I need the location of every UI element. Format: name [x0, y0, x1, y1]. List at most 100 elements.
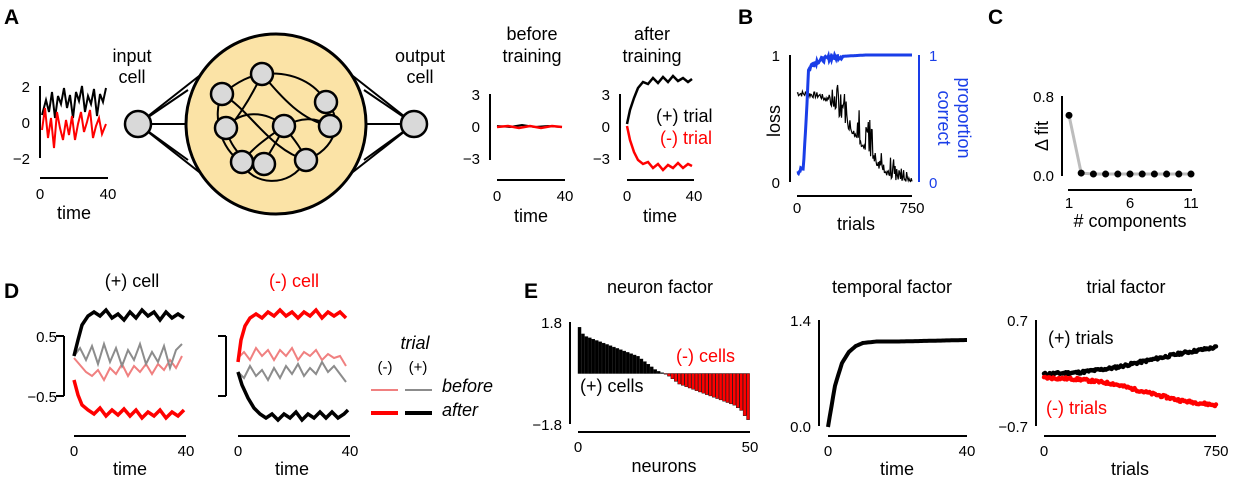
- delta-fit-point: [1114, 170, 1122, 178]
- neuron-factor-title: neuron factor: [607, 277, 713, 297]
- output-cell-node: [399, 109, 429, 139]
- neuron-factor-bar: [711, 373, 716, 398]
- neuron-factor-bar: [632, 354, 637, 374]
- before-xtick-40: 40: [557, 188, 574, 205]
- temporal-xtick-0: 0: [824, 443, 832, 460]
- c-ytick-08: 0.8: [1033, 89, 1054, 106]
- after-title-2: training: [622, 46, 681, 66]
- input-cell-node: [123, 109, 153, 139]
- panel-letter-a: A: [4, 6, 19, 29]
- d-pos-xtick-40: 40: [178, 443, 195, 460]
- legend-before-label: before: [442, 376, 493, 396]
- neuron-factor-bar: [636, 356, 640, 374]
- before-ytick-0: 0: [472, 119, 480, 136]
- pos-cell-title: (+) cell: [105, 271, 160, 291]
- neuron-factor-bar: [601, 342, 606, 374]
- panel-letter-b: B: [738, 6, 753, 29]
- neuron-factor-bar: [581, 333, 585, 374]
- before-title-1: before: [506, 24, 557, 44]
- before-training-plot: before training 3 0 −3 0 40 time: [463, 24, 573, 226]
- input-trace-black: [41, 85, 107, 119]
- neuron-factor-bar: [674, 373, 678, 382]
- input-trace-red: [41, 107, 107, 149]
- neuron-factor-bar: [725, 373, 730, 403]
- after-training-plot: after training 3 0 −3 0 40 time (+) tria…: [593, 24, 713, 226]
- d-ytick-05: 0.5: [36, 329, 57, 346]
- b-ytick-right-0: 0: [929, 175, 937, 192]
- legend-pos-col: (+): [409, 359, 428, 376]
- neuron-factor-bar: [605, 344, 609, 374]
- neuron-factor-bar: [663, 373, 668, 375]
- neuron-factor-bar: [698, 373, 702, 393]
- input-ytick-neg2: −2: [13, 151, 30, 168]
- neuron-factor-bar: [629, 353, 633, 374]
- neuron-factor-bar: [619, 349, 623, 374]
- d-pos-xlabel: time: [113, 459, 147, 479]
- unit-7: [229, 149, 255, 175]
- b-xtick-0: 0: [793, 200, 801, 217]
- unit-4: [213, 115, 239, 141]
- after-ytick-3: 3: [602, 87, 610, 104]
- neuron-factor-bar: [746, 373, 750, 420]
- neuron-factor-bar: [708, 373, 712, 397]
- b-ylabel-right-1: proportion: [954, 77, 974, 158]
- neuron-factor-bar: [650, 366, 654, 374]
- delta-fit-point: [1126, 170, 1134, 178]
- input-xtick-40: 40: [100, 186, 117, 203]
- panel-letter-e: E: [524, 280, 538, 303]
- neuron-factor-bar: [584, 336, 589, 374]
- neg-cell-title: (-) cell: [269, 271, 319, 291]
- neuron-factor-bar: [739, 373, 743, 411]
- neuron-factor-bar: [595, 340, 599, 374]
- panel-letter-d: D: [4, 280, 19, 303]
- neg-cell-after-neg-trial: [236, 307, 348, 363]
- temporal-factor-curve: [826, 338, 967, 428]
- delta-fit-points: [1065, 111, 1195, 178]
- trial-xtick-750: 750: [1203, 443, 1228, 460]
- after-ytick-0: 0: [602, 119, 610, 136]
- neuron-factor-bar: [742, 373, 747, 416]
- neuron-xlabel: neurons: [631, 456, 696, 476]
- neuron-factor-bar: [670, 373, 675, 379]
- neuron-factor-bar: [694, 373, 699, 391]
- neuron-factor-bar: [701, 373, 706, 394]
- neg-cell-after-pos-trial: [236, 371, 350, 423]
- d-pos-xtick-0: 0: [70, 443, 78, 460]
- neuron-xtick-50: 50: [742, 439, 759, 456]
- network-diagram: [123, 32, 429, 216]
- neuron-factor-bar: [598, 341, 602, 374]
- delta-fit-point: [1077, 169, 1085, 177]
- neuron-factor-bar: [639, 358, 644, 374]
- legend-neg-col: (-): [378, 359, 393, 376]
- c-xlabel: # components: [1073, 211, 1186, 231]
- neuron-factor-bar: [643, 361, 647, 374]
- neuron-factor-bar: [729, 373, 733, 405]
- b-xtick-750: 750: [899, 200, 924, 217]
- panel-letter-c: C: [988, 6, 1003, 29]
- trial-neg-label: (-) trial: [660, 128, 712, 148]
- delta-fit-point: [1150, 170, 1158, 178]
- before-xlabel: time: [514, 206, 548, 226]
- pos-cell-before-neg-trial: [73, 355, 183, 383]
- unit-1: [249, 61, 275, 87]
- c-xtick-1: 1: [1065, 195, 1073, 212]
- neuron-factor-bar: [660, 372, 664, 374]
- loss-curve: [796, 84, 913, 183]
- temporal-factor-title: temporal factor: [832, 277, 952, 297]
- neuron-factor-bar: [588, 337, 592, 374]
- b-ytick-right-1: 1: [929, 48, 937, 65]
- trial-ytick-neg07: −0.7: [998, 419, 1028, 436]
- neuron-factor-bar: [722, 373, 726, 402]
- trial-pos-label: (+) trial: [656, 106, 713, 126]
- temporal-xlabel: time: [880, 459, 914, 479]
- unit-5: [271, 113, 297, 139]
- neg-cells-label: (-) cells: [676, 346, 735, 366]
- trial-xtick-0: 0: [1040, 443, 1048, 460]
- neuron-factor-bar: [591, 338, 596, 374]
- neg-cell-before-pos-trial: [237, 359, 347, 383]
- panel-c: C 0.8 0.0 1 6 11 # components Δ fit: [988, 6, 1199, 231]
- neuron-factor-bar: [625, 352, 630, 374]
- before-title-2: training: [502, 46, 561, 66]
- output-cell-label-1: output: [395, 46, 445, 66]
- neuron-factor-bar: [687, 373, 692, 389]
